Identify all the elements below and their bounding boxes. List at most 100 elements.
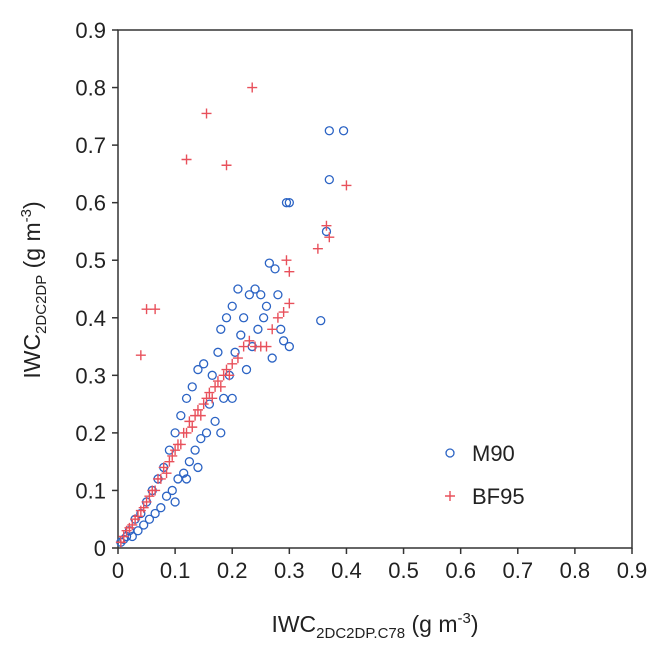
y-tick-label: 0.7 xyxy=(75,133,106,158)
point xyxy=(236,330,246,340)
y-tick-label: 0.4 xyxy=(75,306,106,331)
point xyxy=(238,341,249,352)
point xyxy=(276,324,286,334)
point xyxy=(133,526,143,536)
point xyxy=(181,393,192,404)
point xyxy=(321,220,332,231)
point xyxy=(219,393,229,404)
point xyxy=(198,399,209,410)
x-tick-label: 0.8 xyxy=(560,558,591,583)
point xyxy=(199,359,209,369)
point xyxy=(232,353,243,364)
point xyxy=(256,290,266,300)
point xyxy=(213,347,223,357)
point xyxy=(267,324,278,335)
point xyxy=(267,353,277,363)
point xyxy=(150,304,161,315)
point xyxy=(241,364,252,375)
point xyxy=(176,410,186,421)
point xyxy=(230,347,240,357)
point xyxy=(201,108,212,119)
point xyxy=(324,174,334,185)
point xyxy=(170,428,180,438)
point xyxy=(284,266,295,277)
point xyxy=(192,404,203,415)
point xyxy=(158,462,169,473)
y-title-unit: (g m xyxy=(19,222,45,274)
point xyxy=(170,497,180,507)
x-tick-label: 0.4 xyxy=(331,558,362,583)
point xyxy=(181,154,192,165)
point xyxy=(278,307,289,318)
point xyxy=(261,301,272,311)
point xyxy=(281,255,292,266)
point xyxy=(181,427,192,438)
x-tick-label: 0.2 xyxy=(217,558,248,583)
point xyxy=(150,485,161,496)
legend-marker xyxy=(445,491,455,501)
point xyxy=(221,364,232,375)
point xyxy=(161,491,172,501)
point xyxy=(338,126,349,136)
y-tick-label: 0.8 xyxy=(75,76,106,101)
point xyxy=(204,387,215,398)
point xyxy=(281,198,292,208)
y-tick-label: 0.2 xyxy=(75,421,106,446)
point xyxy=(170,445,181,456)
point xyxy=(164,456,175,467)
x-tick-label: 0.1 xyxy=(160,558,191,583)
point xyxy=(193,364,203,375)
point xyxy=(250,284,260,294)
point xyxy=(227,301,237,311)
point xyxy=(324,126,334,136)
y-title-sup: -3 xyxy=(18,209,35,222)
y-tick-label: 0.9 xyxy=(75,18,106,43)
x-title-sup: -3 xyxy=(458,610,471,627)
point xyxy=(144,514,155,524)
point xyxy=(273,290,283,300)
point xyxy=(118,531,129,542)
point xyxy=(324,232,335,243)
x-tick-label: 0.6 xyxy=(445,558,476,583)
y-tick-label: 0 xyxy=(94,536,106,561)
x-title-close: ) xyxy=(471,611,479,637)
point xyxy=(233,284,243,294)
point xyxy=(221,313,232,323)
point xyxy=(138,502,149,513)
x-tick-label: 0.7 xyxy=(502,558,533,583)
point xyxy=(184,457,195,467)
point xyxy=(221,160,232,171)
point xyxy=(253,324,263,334)
x-tick-label: 0.9 xyxy=(617,558,648,583)
x-title-sub: 2DC2DP.C78 xyxy=(316,625,405,642)
y-tick-label: 0.6 xyxy=(75,191,106,216)
point xyxy=(187,422,198,433)
point xyxy=(244,335,255,346)
point xyxy=(270,264,280,274)
x-tick-label: 0.5 xyxy=(388,558,419,583)
point xyxy=(210,416,220,427)
point xyxy=(127,519,138,530)
x-title-main: IWC xyxy=(271,611,316,637)
point xyxy=(215,381,226,392)
point xyxy=(238,313,249,323)
y-tick-label: 0.5 xyxy=(75,248,106,273)
point xyxy=(207,393,218,404)
legend-label: M90 xyxy=(472,441,515,466)
point xyxy=(284,198,294,208)
point xyxy=(115,537,126,548)
point xyxy=(196,433,206,444)
point xyxy=(190,445,200,455)
y-tick-label: 0.3 xyxy=(75,363,106,388)
point xyxy=(227,358,238,369)
point xyxy=(179,468,189,478)
point xyxy=(224,370,235,381)
y-axis-title: IWC2DC2DP (g m-3) xyxy=(18,201,50,378)
point xyxy=(316,316,326,326)
plot-frame xyxy=(117,29,633,549)
point xyxy=(156,503,166,513)
y-title-sub: 2DC2DP xyxy=(33,275,50,334)
point xyxy=(167,450,178,461)
